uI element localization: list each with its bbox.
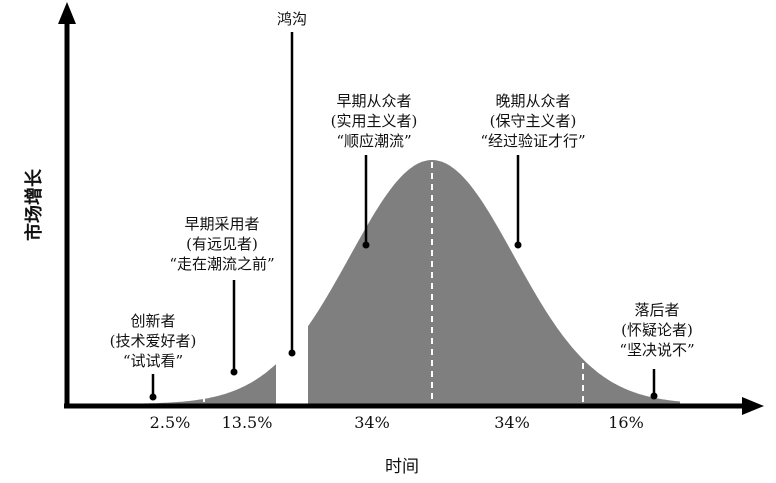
segment-quote: “走在潮流之前” (169, 255, 274, 273)
segment-percent: 34% (494, 413, 530, 432)
x-axis-arrow (742, 397, 764, 415)
segment-innovators: 创新者 (技术爱好者) “试试看” 2.5% (110, 312, 197, 432)
segment-quote: “经过验证才行” (480, 132, 585, 150)
segment-pointer-dot (362, 241, 370, 249)
segment-early-adopters: 早期采用者 (有远见者) “走在潮流之前” 13.5% (169, 215, 274, 432)
segment-quote: “坚决说不” (619, 341, 694, 359)
segment-quote: “顺应潮流” (336, 132, 411, 150)
chasm-pointer-dot (288, 349, 296, 357)
segment-late-majority: 晚期从众者 (保守主义者) “经过验证才行” 34% (480, 92, 585, 432)
segment-quote: “试试看” (123, 352, 183, 370)
segment-title: 创新者 (130, 312, 175, 330)
segment-pointer-dot (230, 368, 238, 376)
early-market-curve (110, 364, 276, 404)
segment-pointer-dot (650, 392, 658, 400)
chasm-label: 鸿沟 (277, 10, 307, 28)
segment-title: 晚期从众者 (495, 92, 570, 110)
segment-pointer-dot (149, 393, 157, 401)
segment-percent: 16% (608, 413, 644, 432)
segment-early-majority: 早期从众者 (实用主义者) “顺应潮流” 34% (331, 92, 418, 432)
segment-subtitle: (技术爱好者) (110, 332, 197, 350)
y-axis-arrow (58, 2, 76, 24)
x-axis-label: 时间 (385, 457, 419, 477)
segment-pointer-dot (514, 241, 522, 249)
segment-laggards: 落后者 (怀疑论者) “坚决说不” 16% (608, 301, 694, 432)
segment-title: 早期采用者 (184, 215, 259, 233)
segment-subtitle: (怀疑论者) (621, 321, 693, 339)
segment-percent: 13.5% (222, 413, 273, 432)
segment-percent: 34% (354, 413, 390, 432)
mainstream-market-curve (308, 160, 680, 404)
segment-title: 落后者 (634, 301, 679, 319)
segment-percent: 2.5% (150, 413, 191, 432)
segment-subtitle: (有远见者) (186, 235, 258, 253)
segment-subtitle: (实用主义者) (331, 112, 418, 130)
segment-subtitle: (保守主义者) (490, 112, 577, 130)
y-axis-label: 市场增长 (23, 168, 45, 241)
segment-title: 早期从众者 (336, 92, 411, 110)
